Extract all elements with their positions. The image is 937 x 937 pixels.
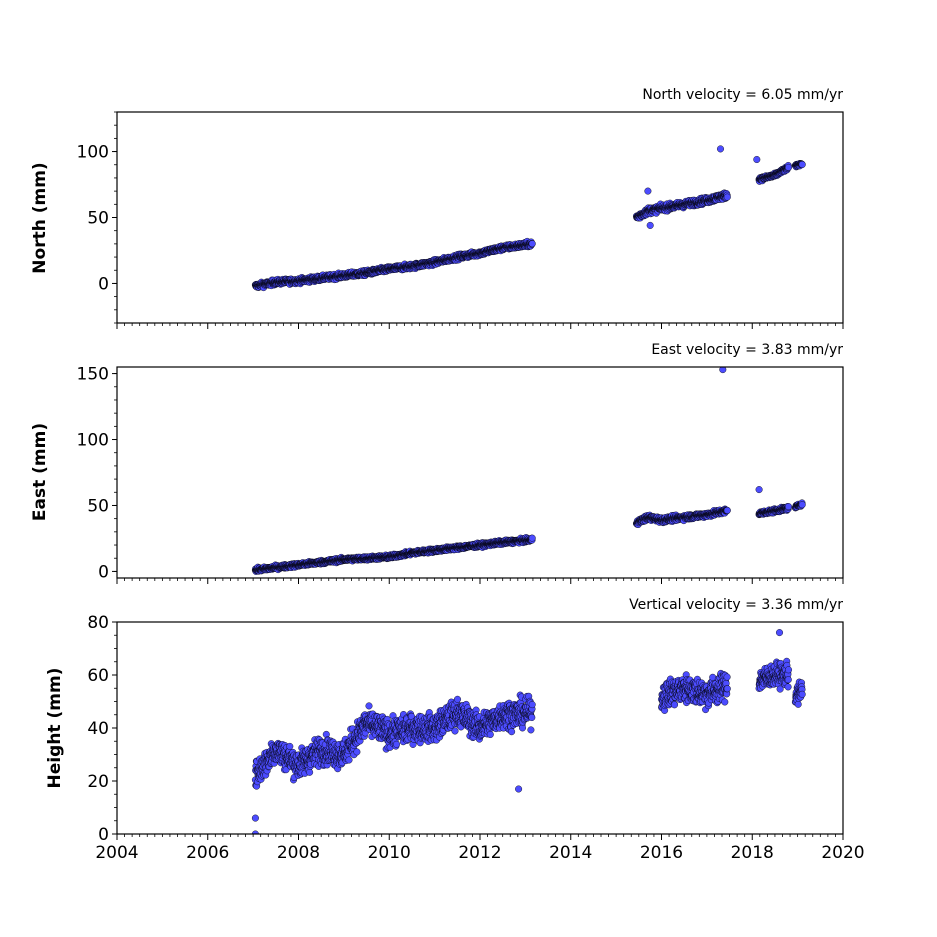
east-markers: [251, 367, 806, 575]
north-axes-frame: [116, 111, 844, 324]
data-point: [785, 163, 793, 171]
north-markers: [251, 145, 806, 292]
height-markers: [251, 629, 806, 834]
y-tick-label: 100: [77, 431, 109, 451]
data-point: [528, 240, 536, 248]
data-point: [528, 534, 536, 542]
data-point: [723, 193, 731, 201]
y-tick-label: 0: [98, 274, 109, 294]
y-tick-label: 50: [87, 209, 109, 229]
data-point: [306, 768, 314, 776]
outlier-point: [717, 145, 725, 153]
outlier-point: [755, 486, 763, 494]
data-point: [353, 748, 361, 756]
data-point: [393, 740, 401, 748]
data-point: [798, 501, 806, 509]
y-tick-label: 0: [98, 562, 109, 582]
y-tick-label: 50: [87, 496, 109, 516]
east-panel: 0 50 100 150: [77, 365, 844, 584]
north-panel: 0 50 100: [77, 111, 844, 329]
outlier-point: [646, 221, 654, 229]
data-point: [286, 742, 294, 750]
y-tick-label: 150: [77, 365, 109, 385]
y-tick-label: 100: [77, 143, 109, 163]
data-point: [345, 756, 353, 764]
outlier-point: [644, 187, 652, 195]
outlier-point: [753, 155, 761, 163]
data-point: [723, 506, 731, 514]
data-point: [785, 503, 793, 511]
data-point: [365, 702, 373, 710]
data-point: [798, 160, 806, 168]
